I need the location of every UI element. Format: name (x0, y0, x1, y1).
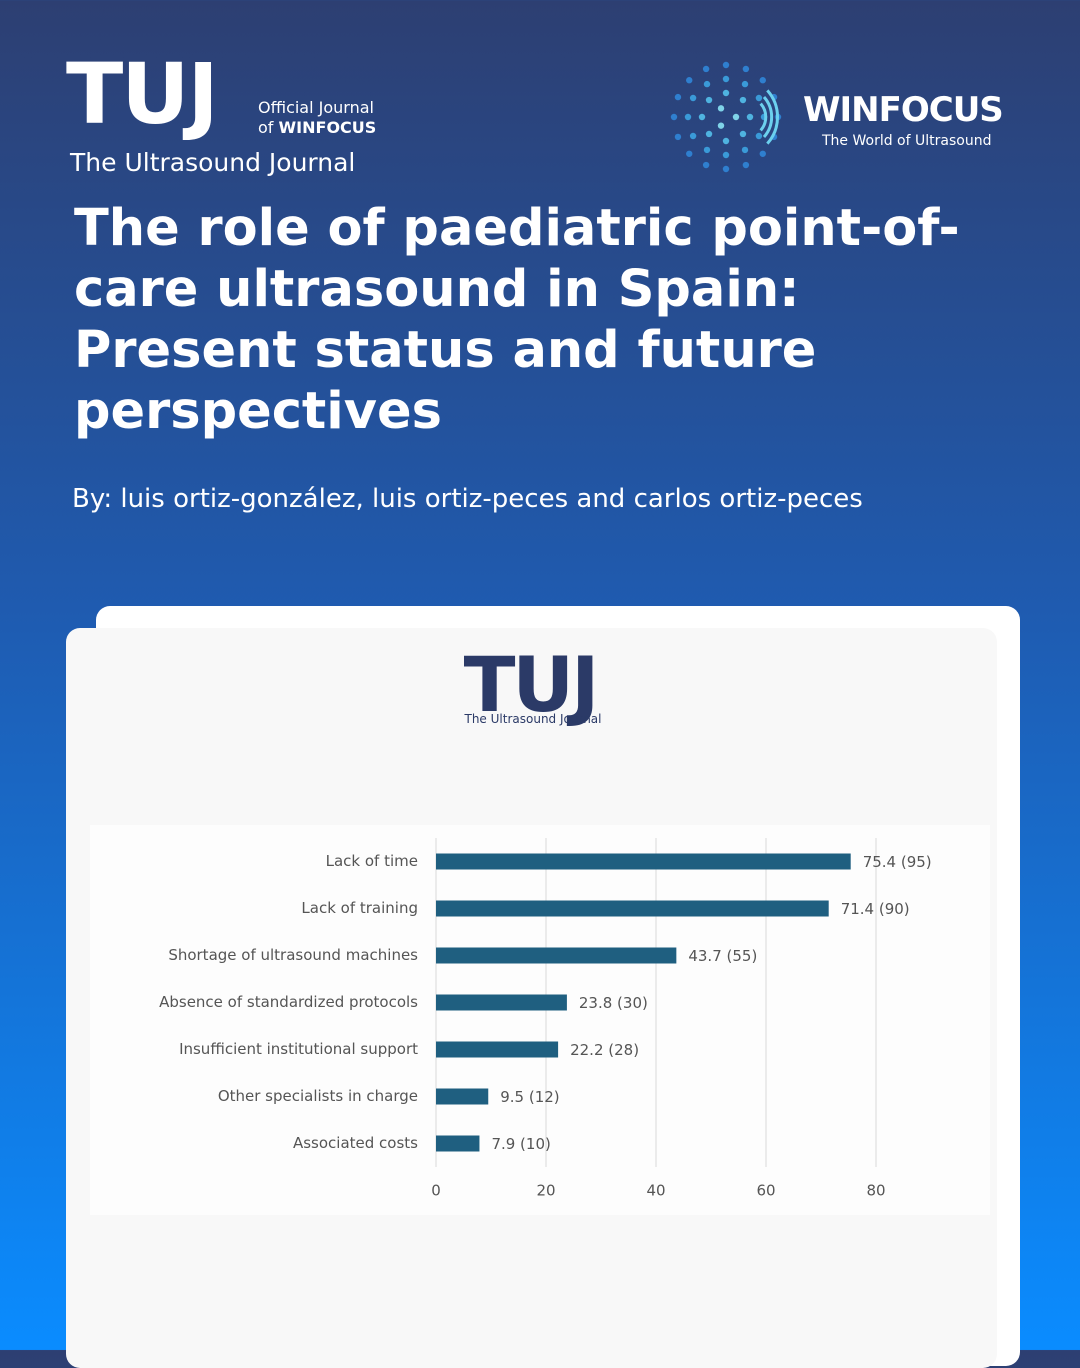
logo-dot (674, 133, 682, 141)
logo-dot (703, 80, 711, 88)
journal-name: The Ultrasound Journal (70, 148, 356, 177)
logo-dot (722, 137, 730, 145)
logo-wave (762, 96, 774, 138)
logo-dot (739, 130, 747, 138)
logo-dot (670, 113, 678, 121)
logo-dot (741, 80, 749, 88)
logo-dot (702, 161, 710, 169)
partner-logo (670, 61, 782, 173)
data-label: 22.2 (28) (570, 1041, 639, 1059)
bar (436, 994, 567, 1011)
logo-dot (717, 122, 725, 129)
data-label: 43.7 (55) (688, 947, 757, 965)
data-label: 71.4 (90) (841, 900, 910, 918)
logo-dot (746, 113, 754, 121)
logo-dot (722, 151, 730, 159)
logo-dot (759, 150, 766, 157)
logo-dot (717, 105, 725, 112)
logo-dot (689, 132, 697, 140)
partner-name: WINFOCUS (803, 90, 1004, 130)
logo-dot (702, 65, 710, 73)
logo-dot (722, 75, 730, 83)
official-of: of (258, 118, 274, 137)
y-tick-label: Lack of time (326, 852, 418, 870)
logo-dot (703, 146, 711, 154)
official-org: WINFOCUS (278, 118, 377, 137)
logo-dot (722, 89, 730, 97)
logo-dot (722, 61, 730, 69)
partner-tagline: The World of Ultrasound (822, 133, 992, 149)
logo-dot (739, 96, 747, 104)
card-logo: TUJ (463, 640, 600, 729)
card-logo-subtitle: The Ultrasound Journal (464, 712, 602, 726)
logo-wave (759, 102, 768, 132)
logo-dot (686, 150, 693, 157)
logo-dot (686, 77, 693, 84)
data-label: 75.4 (95) (863, 853, 932, 871)
logo-dot (732, 113, 740, 121)
y-tick-label: Lack of training (301, 899, 418, 917)
article-title: The role of paediatric point-of-care ult… (74, 199, 960, 441)
logo-dot (759, 77, 766, 84)
official-line: Official Journal (258, 98, 374, 117)
logo-dot (689, 94, 697, 102)
logo-wave (766, 89, 780, 145)
bar (436, 853, 851, 870)
y-tick-label: Insufficient institutional support (179, 1040, 418, 1058)
logo-dot (705, 130, 713, 138)
logo-dot (741, 146, 749, 154)
x-tick-label: 80 (866, 1182, 885, 1200)
y-tick-label: Associated costs (293, 1134, 418, 1152)
y-tick-label: Other specialists in charge (218, 1087, 418, 1105)
article-authors: By: luis ortiz-gonzález, luis ortiz-pece… (72, 484, 863, 514)
bar (436, 1088, 489, 1105)
bar (436, 900, 829, 917)
chart: 0 20 40 60 80 Lack of time 75.4 (95) Lack of tr… (90, 825, 990, 1215)
official-line: of WINFOCUS (258, 118, 376, 137)
bar (436, 1135, 480, 1152)
y-tick-label: Absence of standardized protocols (159, 993, 418, 1011)
logo-dot (742, 161, 750, 169)
bar (436, 947, 677, 964)
logo-dot (674, 93, 682, 101)
y-tick-label: Shortage of ultrasound machines (168, 946, 418, 964)
data-label: 23.8 (30) (579, 994, 648, 1012)
logo-dot (755, 94, 763, 102)
data-label: 7.9 (10) (491, 1135, 550, 1153)
logo-dot (698, 113, 706, 121)
logo-dot (705, 96, 713, 104)
data-label: 9.5 (12) (500, 1088, 559, 1106)
x-tick-label: 60 (756, 1182, 775, 1200)
x-tick-label: 20 (536, 1182, 555, 1200)
logo-dot (722, 165, 730, 173)
journal-logo: TUJ (66, 45, 219, 143)
bar (436, 1041, 559, 1058)
x-tick-label: 0 (431, 1182, 441, 1200)
x-tick-label: 40 (646, 1182, 665, 1200)
logo-dot (742, 65, 750, 73)
logo-dot (755, 132, 763, 140)
logo-dot (684, 113, 692, 121)
